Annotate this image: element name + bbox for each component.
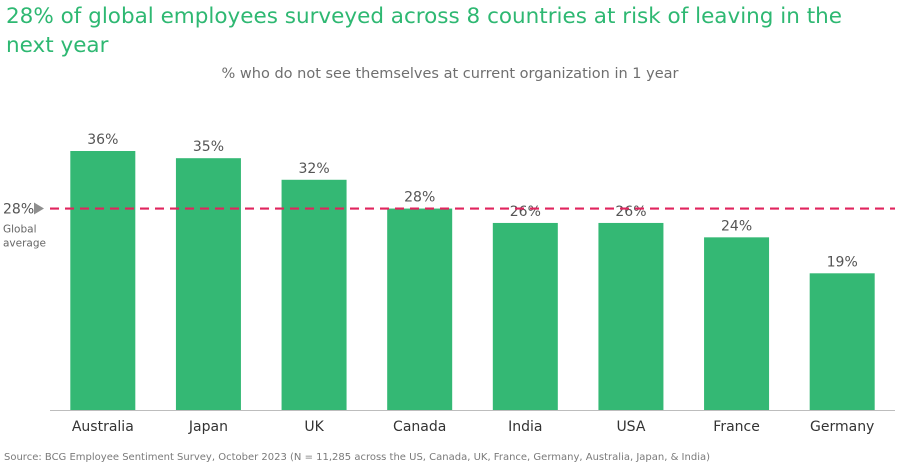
average-caption: Global — [3, 224, 37, 236]
bar — [175, 158, 241, 410]
source-note: Source: BCG Employee Sentiment Survey, O… — [4, 452, 710, 463]
x-tick-label: UK — [304, 419, 324, 435]
bar — [809, 273, 875, 410]
bar — [492, 222, 558, 410]
data-label: 28% — [404, 190, 435, 206]
chart-title: 28% of global employees surveyed across … — [6, 4, 842, 58]
data-label: 24% — [721, 218, 752, 234]
x-tick-label: Germany — [810, 419, 874, 435]
bar — [281, 179, 347, 410]
bar — [70, 151, 136, 410]
average-caption: average — [3, 238, 46, 250]
x-tick-label: India — [508, 419, 542, 435]
bar — [704, 237, 770, 410]
data-label: 32% — [299, 161, 330, 177]
average-value-label: 28% — [3, 202, 34, 218]
chart-subtitle: % who do not see themselves at current o… — [221, 66, 679, 82]
x-tick-label: France — [713, 419, 760, 435]
bar — [387, 208, 453, 410]
x-tick-label: Japan — [188, 419, 228, 435]
bar-chart: 36% Australia 35% Japan 32% UK 28% Canada 26% Ind… — [3, 132, 895, 435]
average-marker-icon — [34, 202, 44, 215]
data-label: 19% — [827, 254, 858, 270]
data-label: 26% — [510, 204, 541, 220]
data-label: 35% — [193, 139, 224, 155]
data-label: 36% — [87, 132, 118, 148]
x-tick-label: USA — [616, 419, 645, 435]
bar — [598, 222, 664, 410]
x-tick-label: Canada — [393, 419, 446, 435]
x-tick-label: Australia — [72, 419, 134, 435]
data-label: 26% — [615, 204, 646, 220]
